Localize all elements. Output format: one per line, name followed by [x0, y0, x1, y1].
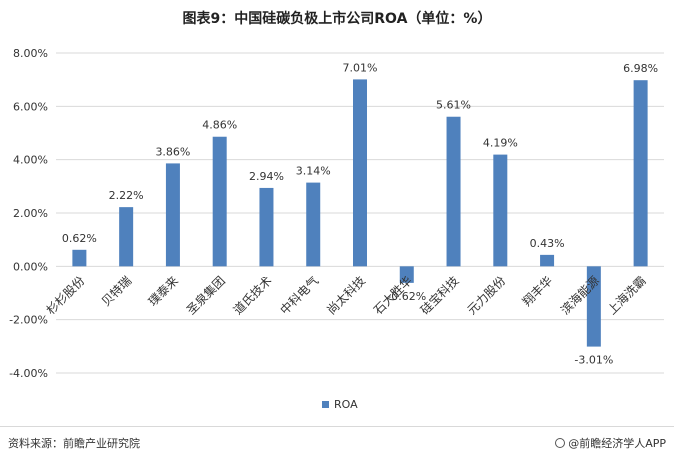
- data-label: -3.01%: [574, 354, 613, 367]
- bar-chart: 8.00% 6.00% 4.00% 2.00% 0.00% -2.00% -4.00% 0.…: [9, 47, 664, 411]
- legend-swatch-roa: [322, 401, 329, 408]
- data-label: 4.19%: [483, 137, 518, 150]
- data-label: 3.86%: [155, 145, 190, 158]
- y-tick-label: 0.00%: [13, 260, 48, 273]
- data-label: 3.14%: [296, 165, 331, 178]
- data-label: 2.22%: [109, 189, 144, 202]
- bar: [165, 163, 180, 267]
- footer: 资料来源：前瞻产业研究院 @前瞻经济学人APP: [0, 426, 674, 459]
- y-tick-label: 2.00%: [13, 207, 48, 220]
- x-tick-label: 翔丰华: [520, 274, 555, 309]
- bar: [119, 207, 134, 267]
- y-tick-label: 6.00%: [13, 100, 48, 113]
- data-label: 2.94%: [249, 170, 284, 183]
- x-tick-label: 中科电气: [277, 273, 322, 318]
- x-tick-label: 杉杉股份: [44, 274, 88, 318]
- brand-logo-icon: [555, 438, 566, 448]
- bar: [540, 254, 555, 267]
- y-tick-label: -2.00%: [9, 314, 48, 327]
- y-tick-label: -4.00%: [9, 367, 48, 380]
- data-label: 0.43%: [530, 237, 565, 250]
- y-tick-label: 8.00%: [13, 47, 48, 60]
- x-tick-label: 元力股份: [465, 274, 509, 318]
- bars: [72, 79, 648, 347]
- x-tick-label: 贝特瑞: [98, 273, 134, 309]
- data-label: 7.01%: [343, 61, 378, 74]
- bar: [306, 182, 321, 267]
- data-label: 4.86%: [202, 119, 237, 132]
- x-axis-tick-labels: 杉杉股份 贝特瑞 璞泰来 圣泉集团 道氏技术 中科电气 尚太科技 石大胜华 硅宝科技 元力股份 翔丰…: [44, 273, 649, 318]
- brand-credit: @前瞻经济学人APP: [555, 435, 666, 451]
- x-tick-label: 璞泰来: [146, 274, 181, 309]
- data-label: 6.98%: [623, 62, 658, 75]
- brand-text: @前瞻经济学人APP: [568, 437, 666, 450]
- legend: ROA: [322, 398, 358, 411]
- y-axis-tick-labels: 8.00% 6.00% 4.00% 2.00% 0.00% -2.00% -4.00%: [9, 47, 48, 380]
- bar: [72, 249, 87, 267]
- bar: [493, 154, 508, 267]
- bar: [259, 187, 274, 267]
- data-label: -0.62%: [387, 290, 426, 303]
- source-note: 资料来源：前瞻产业研究院: [8, 437, 140, 450]
- chart-title: 图表9：中国硅碳负极上市公司ROA（单位：%）: [182, 11, 492, 27]
- bar: [212, 136, 227, 267]
- bar: [446, 116, 461, 267]
- x-tick-label: 道氏技术: [231, 274, 275, 318]
- bar: [399, 266, 414, 283]
- bar: [353, 79, 367, 267]
- bar: [586, 266, 601, 347]
- data-label: 0.62%: [62, 232, 97, 245]
- data-labels: 0.62% 2.22% 3.86% 4.86% 2.94% 3.14% 7.01% -0.62…: [62, 61, 658, 366]
- legend-label-roa: ROA: [334, 398, 358, 411]
- bar: [633, 80, 648, 267]
- x-tick-label: 圣泉集团: [183, 273, 228, 318]
- x-tick-label: 尚太科技: [324, 273, 369, 318]
- data-label: 5.61%: [436, 99, 471, 112]
- y-tick-label: 4.00%: [13, 154, 48, 167]
- x-tick-label: 上海洗霸: [604, 273, 649, 318]
